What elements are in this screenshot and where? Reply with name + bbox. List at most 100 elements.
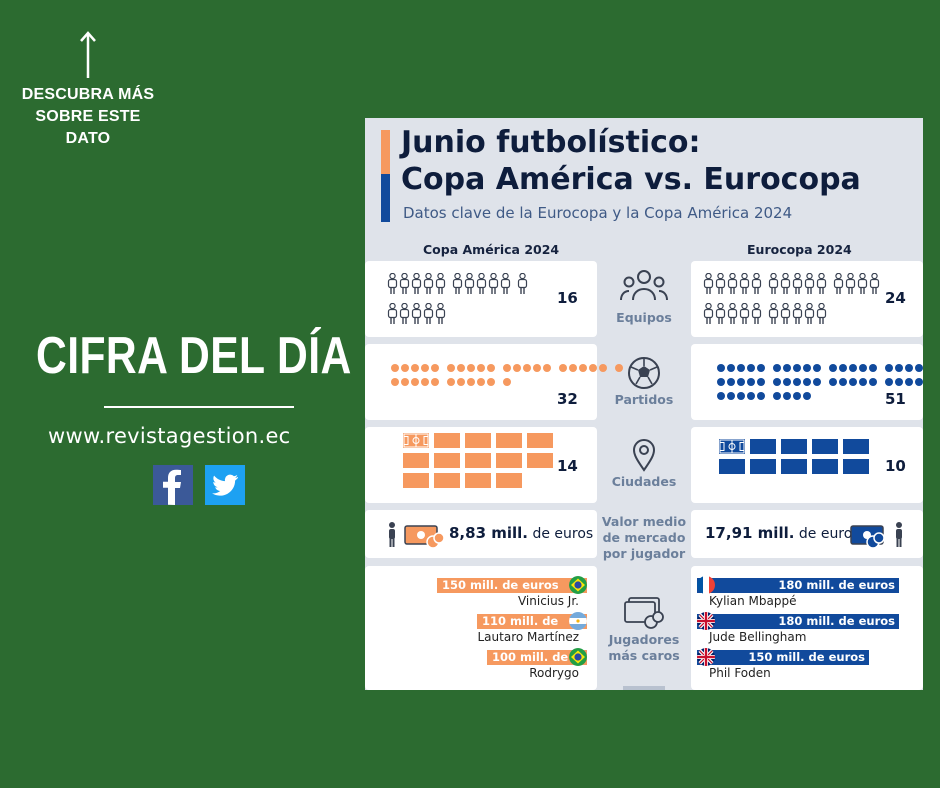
city-block — [465, 473, 491, 488]
facebook-icon[interactable] — [153, 465, 193, 505]
match-dot — [793, 378, 801, 386]
match-dot — [783, 392, 791, 400]
team-person-icon — [833, 272, 844, 299]
cta-text[interactable]: DESCUBRA MÁS SOBRE ESTE DATO — [18, 84, 158, 150]
team-person-icon — [423, 272, 434, 299]
people-group-icon — [620, 270, 668, 301]
team-person-icon — [804, 272, 815, 299]
match-dot — [737, 364, 745, 372]
match-dot — [487, 364, 495, 372]
player-name: Lautaro Martínez — [477, 630, 580, 644]
twitter-icon[interactable] — [205, 465, 245, 505]
category-matches: Partidos — [614, 392, 674, 407]
player-name: Rodrygo — [529, 666, 579, 680]
city-block — [843, 439, 869, 454]
player-value-label: 180 mill. de euros — [778, 614, 895, 628]
player-money-icon — [850, 522, 902, 548]
infographic-subtitle: Datos clave de la Eurocopa y la Copa Amé… — [403, 204, 793, 222]
city-block — [843, 459, 869, 474]
city-block — [496, 473, 522, 488]
euro-market-amount: 17,91 mill. — [705, 524, 795, 542]
euro-market-value: 17,91 mill. de euros — [705, 524, 860, 542]
title-accent-orange — [381, 130, 390, 174]
match-dot — [589, 364, 597, 372]
france-flag — [697, 576, 715, 594]
match-dot — [447, 378, 455, 386]
player-value-bar: 110 mill. de euros — [477, 614, 587, 643]
team-person-icon — [387, 272, 398, 299]
match-dot — [411, 378, 419, 386]
team-person-icon — [739, 302, 750, 329]
match-dot — [401, 364, 409, 372]
match-dot — [421, 378, 429, 386]
match-dot — [773, 378, 781, 386]
brazil-flag — [569, 576, 587, 594]
match-dot — [717, 392, 725, 400]
player-value-bar: 150 mill. de euros — [437, 578, 587, 593]
argentina-flag — [569, 612, 587, 630]
match-dot — [839, 364, 847, 372]
copa-heading: Copa América 2024 — [423, 242, 560, 257]
copa-players-box: 150 mill. de euros Vinicius Jr. 110 mill. … — [365, 566, 597, 690]
city-block — [781, 439, 807, 454]
match-dot — [717, 364, 725, 372]
match-dot — [829, 378, 837, 386]
match-dot — [391, 378, 399, 386]
team-person-icon — [464, 272, 475, 299]
player-value-bar: 180 mill. de euros — [697, 614, 899, 629]
match-dot — [727, 364, 735, 372]
team-person-icon — [768, 302, 779, 329]
match-dot — [905, 378, 913, 386]
player-money-icon — [389, 522, 445, 548]
match-dot — [849, 364, 857, 372]
euro-matches-box: 51 — [691, 344, 923, 420]
website-url[interactable]: www.revistagestion.ec — [48, 424, 291, 448]
match-dot — [783, 378, 791, 386]
city-block — [750, 439, 776, 454]
match-dot — [869, 364, 877, 372]
match-dot — [915, 364, 923, 372]
team-person-icon — [845, 272, 856, 299]
copa-market-unit: de euros — [532, 526, 594, 542]
city-block — [465, 433, 491, 448]
match-dot — [467, 378, 475, 386]
player-value-bar: 150 mill. de euros — [697, 650, 869, 665]
team-person-icon — [703, 272, 714, 299]
team-person-icon — [435, 272, 446, 299]
euro-cities-count: 10 — [885, 457, 906, 475]
team-person-icon — [715, 272, 726, 299]
team-person-icon — [703, 302, 714, 329]
match-dot — [431, 364, 439, 372]
city-block — [465, 453, 491, 468]
city-block — [434, 453, 460, 468]
match-dot — [727, 392, 735, 400]
match-dot — [559, 364, 567, 372]
city-block — [781, 459, 807, 474]
euro-market-box: 17,91 mill. de euros — [691, 510, 923, 558]
match-dot — [885, 378, 893, 386]
match-dot — [411, 364, 419, 372]
team-person-icon — [452, 272, 463, 299]
team-person-icon — [792, 302, 803, 329]
copa-market-box: 8,83 mill. de euros — [365, 510, 597, 558]
team-person-icon — [517, 272, 528, 299]
team-person-icon — [751, 272, 762, 299]
match-dot — [401, 378, 409, 386]
england-flag — [697, 612, 715, 630]
team-person-icon — [500, 272, 511, 299]
match-dot — [869, 378, 877, 386]
match-dot — [885, 364, 893, 372]
team-person-icon — [857, 272, 868, 299]
match-dot — [747, 378, 755, 386]
cta-line: SOBRE ESTE — [35, 108, 141, 125]
match-dot — [849, 378, 857, 386]
city-block — [434, 433, 460, 448]
match-dot — [523, 364, 531, 372]
euro-market-unit: de euros — [798, 526, 860, 542]
match-dot — [895, 378, 903, 386]
team-person-icon — [399, 302, 410, 329]
match-dot — [773, 392, 781, 400]
match-dot — [915, 378, 923, 386]
match-dot — [513, 364, 521, 372]
match-dot — [829, 364, 837, 372]
